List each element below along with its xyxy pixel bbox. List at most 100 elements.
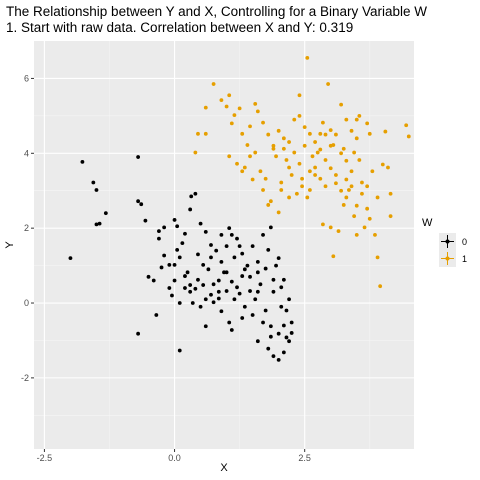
data-point-w1	[294, 191, 299, 196]
data-point-w1	[344, 177, 349, 182]
legend-title: W	[422, 217, 433, 229]
data-point-w0	[261, 232, 265, 237]
data-point-w1	[321, 120, 325, 125]
data-point-w0	[201, 283, 206, 287]
data-point-w1	[307, 131, 312, 136]
data-point-w1	[307, 188, 312, 192]
plot-panel	[34, 41, 414, 449]
data-point-w0	[242, 267, 247, 272]
data-point-w0	[281, 323, 286, 328]
legend-label: 1	[462, 254, 467, 264]
data-point-w0	[222, 270, 226, 275]
data-point-w1	[240, 169, 245, 174]
data-point-w0	[97, 221, 102, 226]
data-point-w0	[219, 232, 224, 237]
data-point-w1	[323, 132, 328, 137]
data-point-w1	[253, 150, 258, 155]
data-point-w0	[268, 225, 273, 230]
data-point-w1	[388, 191, 393, 196]
data-point-w0	[175, 247, 180, 252]
data-point-w0	[287, 297, 291, 302]
data-point-w1	[297, 161, 302, 166]
data-point-w0	[250, 244, 255, 249]
data-point-w0	[281, 350, 286, 355]
data-point-w1	[339, 102, 344, 107]
data-point-w0	[263, 308, 268, 313]
data-point-w1	[328, 166, 333, 171]
data-point-w0	[206, 267, 211, 272]
data-point-w1	[307, 169, 312, 174]
data-point-w1	[313, 173, 317, 177]
data-point-w0	[248, 274, 252, 279]
data-point-w1	[318, 131, 323, 136]
data-point-w0	[167, 286, 172, 290]
data-point-w0	[266, 247, 271, 252]
data-point-w0	[216, 278, 221, 283]
data-point-w0	[180, 241, 185, 246]
data-point-w0	[258, 282, 263, 287]
data-point-w0	[266, 346, 271, 351]
data-point-w0	[203, 230, 208, 234]
data-point-w1	[349, 128, 354, 133]
data-point-w1	[328, 225, 333, 230]
y-tick-label: 2	[24, 223, 29, 233]
data-point-w1	[300, 176, 304, 181]
y-tick-label: 0	[24, 298, 29, 308]
data-point-w0	[211, 282, 216, 287]
data-point-w1	[237, 106, 242, 111]
data-point-w0	[94, 222, 99, 227]
data-point-w1	[354, 117, 359, 122]
data-point-w0	[167, 262, 172, 267]
data-point-w0	[235, 236, 239, 241]
data-point-w1	[227, 93, 232, 98]
data-points	[68, 55, 411, 362]
data-point-w1	[279, 188, 284, 192]
data-point-w1	[300, 184, 304, 189]
data-point-w1	[318, 147, 323, 152]
data-point-w1	[276, 128, 281, 133]
data-point-w1	[331, 143, 336, 147]
data-point-w0	[274, 263, 278, 268]
data-point-w0	[157, 229, 161, 234]
data-point-w0	[232, 297, 237, 302]
data-point-w1	[248, 154, 252, 159]
data-point-w1	[321, 222, 325, 227]
data-point-w1	[404, 123, 409, 128]
data-point-w0	[198, 221, 203, 226]
legend-key-point	[445, 239, 450, 244]
data-point-w0	[268, 324, 273, 329]
data-point-w0	[240, 316, 245, 320]
data-point-w1	[406, 134, 411, 139]
data-point-w0	[91, 180, 96, 185]
data-point-w1	[266, 132, 271, 137]
data-point-w0	[224, 244, 229, 249]
data-point-w1	[271, 143, 276, 148]
data-point-w1	[193, 150, 198, 155]
data-point-w0	[68, 256, 73, 260]
data-point-w0	[170, 293, 174, 298]
data-point-w0	[237, 291, 242, 296]
data-point-w0	[183, 286, 187, 290]
data-point-w0	[193, 286, 198, 291]
data-point-w1	[349, 169, 354, 174]
data-point-w0	[281, 277, 286, 282]
data-point-w1	[367, 216, 372, 221]
data-point-w1	[352, 150, 357, 155]
data-point-w1	[341, 203, 346, 207]
x-axis-title: X	[220, 462, 228, 474]
data-point-w0	[255, 289, 260, 294]
data-point-w0	[175, 224, 180, 229]
x-axis-ticks: -2.5 0.0 2.5	[37, 449, 311, 463]
data-point-w1	[305, 195, 310, 200]
data-point-w0	[154, 313, 159, 317]
data-point-w1	[289, 173, 294, 177]
data-point-w0	[253, 297, 258, 302]
x-tick-label: 0.0	[168, 453, 181, 463]
data-point-w1	[365, 206, 370, 211]
data-point-w1	[274, 154, 278, 159]
data-point-w1	[271, 146, 276, 151]
data-point-w1	[266, 203, 271, 207]
data-point-w0	[216, 296, 221, 301]
data-point-w1	[227, 154, 232, 159]
data-point-w0	[229, 279, 234, 284]
